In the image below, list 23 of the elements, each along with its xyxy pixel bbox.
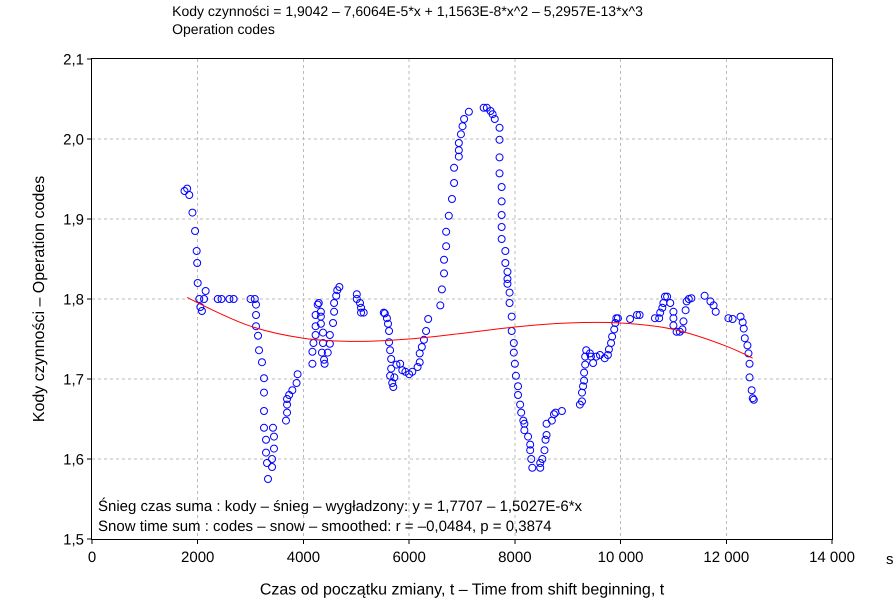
x-tick-label: 10 000 xyxy=(598,549,644,566)
x-tick-label: 14 000 xyxy=(809,549,855,566)
y-axis-title: Kody czynności – Operation codes xyxy=(31,176,48,422)
x-tick-label: 4000 xyxy=(286,549,320,566)
line-series xyxy=(186,296,754,359)
y-tick-label: 2,1 xyxy=(63,51,84,68)
x-tick-label: 6000 xyxy=(392,549,426,566)
y-tick-label: 2,0 xyxy=(63,131,84,148)
y-tick-label: 1,7 xyxy=(63,371,84,388)
x-tick-label: 8000 xyxy=(498,549,532,566)
annotation: Śnieg czas suma : kody – śnieg – wygładzony: y = 1,7707 – 1,5027E-6*x xyxy=(98,497,583,515)
x-axis-title: Czas od początku zmiany, t – Time from shift beginning, t xyxy=(260,582,665,599)
y-tick-label: 1,8 xyxy=(63,291,84,308)
x-tick-label: 12 000 xyxy=(703,549,750,566)
y-tick-label: 1,5 xyxy=(63,531,84,548)
annotation: Snow time sum : codes – snow – smoothed: r = –0,0484, p = 0,3874 xyxy=(98,518,552,535)
chart-subtitle: Operation codes xyxy=(172,21,275,38)
chart-title: Kody czynności = 1,9042 – 7,6064E-5*x + 1,1563E-8*x^2 – 5,2957E-13*x^3 xyxy=(172,3,644,19)
x-tick-label: 0 xyxy=(88,549,96,566)
y-tick-label: 1,6 xyxy=(63,451,84,468)
y-tick-label: 1,9 xyxy=(63,211,84,228)
text: s xyxy=(886,551,894,568)
x-tick-label: 2000 xyxy=(181,549,214,566)
